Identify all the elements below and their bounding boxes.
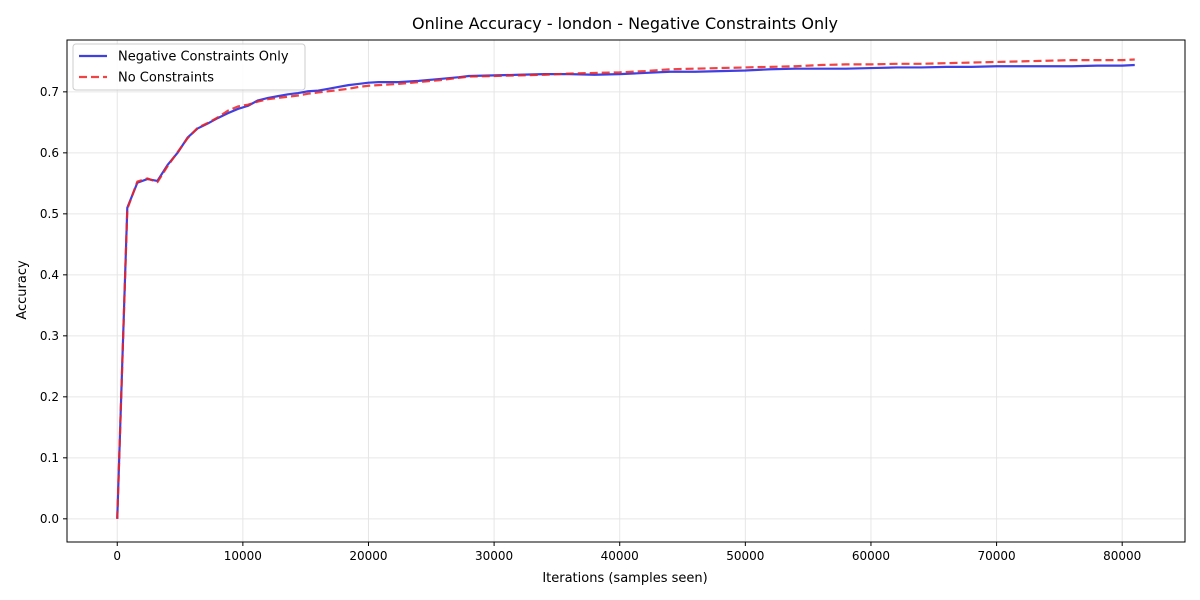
legend-label-1: No Constraints [118,71,214,86]
x-tick-label: 60000 [852,549,890,563]
x-tick-label: 70000 [977,549,1015,563]
legend-label-0: Negative Constraints Only [118,50,289,65]
x-tick-label: 50000 [726,549,764,563]
x-tick-label: 10000 [224,549,262,563]
plot-frame [66,39,1186,543]
legend-box [72,43,306,91]
x-tick-label: 20000 [349,549,387,563]
x-tick-label: 30000 [475,549,513,563]
x-axis: 0 10000 20000 30000 40000 50000 60000 70000 8000… [113,542,1141,563]
chart-title: Online Accuracy - london - Negative Cons… [412,14,838,33]
series-line-1 [116,58,1135,519]
y-tick-label: 0.0 [40,512,59,526]
legend: Negative Constraints Only No Constraints [72,43,306,91]
y-tick-label: 0.2 [40,390,59,404]
y-tick-label: 0.3 [40,329,59,343]
x-tick-label: 80000 [1103,549,1141,563]
x-tick-label: 0 [113,549,121,563]
y-tick-label: 0.6 [40,146,59,160]
y-tick-label: 0.5 [40,207,59,221]
x-tick-label: 40000 [601,549,639,563]
y-axis-label: Accuracy [15,260,30,320]
y-tick-label: 0.7 [40,85,59,99]
grid [67,40,1185,542]
y-tick-label: 0.1 [40,451,59,465]
series-layer [116,58,1135,519]
y-axis: 0.0 0.1 0.2 0.3 0.4 0.5 0.6 0.7 [40,85,67,526]
x-axis-label: Iterations (samples seen) [542,571,707,586]
y-tick-label: 0.4 [40,268,59,282]
